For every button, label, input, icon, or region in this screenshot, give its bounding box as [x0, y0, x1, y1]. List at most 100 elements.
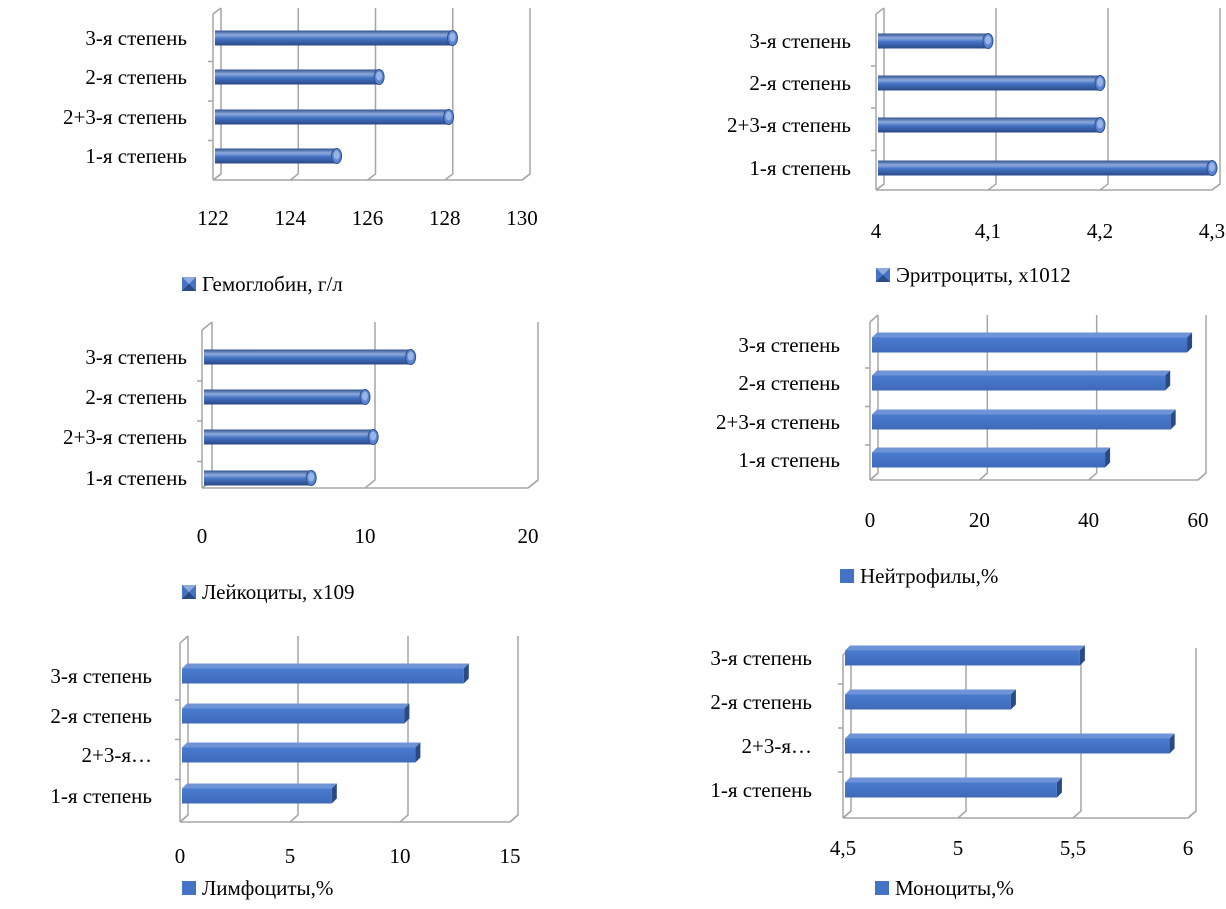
category-label: 1-я степень: [85, 466, 187, 490]
x-tick-label: 4,2: [1087, 219, 1113, 243]
bar: [872, 332, 1193, 353]
legend-label: Нейтрофилы,%: [860, 564, 998, 588]
x-tick-label: 6: [1183, 836, 1194, 860]
x-tick-label: 40: [1078, 508, 1099, 532]
x-tick-label: 20: [518, 524, 539, 548]
category-label: 2-я степень: [738, 371, 840, 395]
category-label: 3-я степень: [749, 29, 851, 53]
x-tick-label: 126: [352, 206, 384, 230]
gridline: [444, 8, 454, 181]
gridline: [875, 8, 885, 191]
gridline: [1197, 315, 1207, 481]
x-tick-label: 128: [429, 206, 461, 230]
bar: [872, 447, 1111, 468]
x-tick-label: 15: [500, 844, 521, 868]
legend-label: Моноциты,%: [895, 876, 1014, 900]
category-label: 3-я степень: [85, 345, 187, 369]
legend: Лейкоциты, х109: [182, 580, 355, 604]
legend-label: Эритроциты, х1012: [896, 263, 1071, 287]
category-label: 1-я степень: [738, 448, 840, 472]
legend-swatch: [875, 881, 889, 895]
category-label: 1-я степень: [710, 778, 812, 802]
category-label: 2+3-я степень: [727, 113, 851, 137]
bar: [845, 777, 1062, 798]
bar: [878, 75, 1106, 91]
category-label: 2-я степень: [50, 704, 152, 728]
gridline: [1088, 315, 1098, 481]
x-tick-label: 130: [506, 206, 538, 230]
gridline: [289, 636, 299, 823]
x-tick-label: 5,5: [1060, 836, 1086, 860]
chart-5: 0 5 10 15 3-я степень 2-я степень 2+3-я… 1-я ст…: [50, 635, 521, 900]
legend-label: Лейкоциты, х109: [202, 580, 355, 604]
x-tick-label: 60: [1188, 508, 1209, 532]
gridline: [179, 636, 189, 823]
chart-1: 122 124 126 128 130 3-я степень 2-я степень 2+3…: [63, 7, 538, 296]
bar: [215, 148, 343, 164]
bar: [872, 409, 1176, 430]
x-tick-label: 20: [969, 508, 990, 532]
x-tick-label: 0: [865, 508, 876, 532]
legend: Эритроциты, х1012: [876, 263, 1071, 287]
x-tick-label: 124: [275, 206, 307, 230]
bar: [845, 645, 1085, 666]
bar: [878, 33, 994, 49]
x-tick-label: 5: [285, 844, 296, 868]
legend-swatch: [840, 569, 854, 583]
chart-3: 0 10 20 3-я степень 2-я степень 2+3-я степень…: [63, 321, 539, 604]
gridline: [289, 8, 299, 181]
bar: [182, 703, 410, 724]
category-label: 2+3-я степень: [63, 425, 187, 449]
category-label: 1-я степень: [85, 144, 187, 168]
x-tick-label: 4,1: [975, 219, 1001, 243]
category-label: 1-я степень: [50, 784, 152, 808]
bar: [204, 349, 417, 365]
bar: [215, 109, 455, 125]
legend: Лимфоциты,%: [182, 876, 333, 900]
gridline: [987, 8, 997, 191]
gridline: [1211, 8, 1221, 191]
bar: [182, 783, 337, 804]
bar: [845, 689, 1016, 710]
legend-label: Лимфоциты,%: [202, 876, 333, 900]
gridline: [201, 322, 213, 489]
bar: [878, 117, 1106, 133]
chart-4: 0 20 40 60 3-я степень 2-я степень 2+3-я степе…: [716, 314, 1209, 588]
gridline: [1187, 648, 1197, 819]
x-tick-label: 122: [197, 206, 229, 230]
bar: [872, 370, 1171, 391]
legend: Моноциты,%: [875, 876, 1014, 900]
gridline: [367, 8, 377, 181]
gridline: [1099, 8, 1109, 191]
bar: [182, 663, 469, 684]
legend: Нейтрофилы,%: [840, 564, 998, 588]
category-label: 2-я степень: [749, 71, 851, 95]
category-label: 3-я степень: [710, 646, 812, 670]
gridline: [978, 315, 989, 481]
category-label: 2-я степень: [85, 65, 187, 89]
bar: [878, 160, 1218, 176]
category-label: 2+3-я степень: [716, 410, 840, 434]
bar: [204, 470, 317, 486]
category-label: 2+3-я…: [82, 743, 153, 767]
gridline: [509, 636, 519, 823]
gridline: [1072, 648, 1082, 819]
x-tick-label: 10: [355, 524, 376, 548]
chart-6: 4,5 5 5,5 6 3-я степень 2-я степень 2+3-я… 1-я …: [710, 645, 1197, 900]
legend: Гемоглобин, г/л: [182, 272, 343, 296]
gridline: [212, 8, 222, 181]
category-label: 3-я степень: [85, 26, 187, 50]
legend-swatch: [182, 881, 196, 895]
x-tick-label: 10: [390, 844, 411, 868]
category-label: 2+3-я степень: [63, 105, 187, 129]
chart-2: 4 4,1 4,2 4,3 3-я степень 2-я степень 2+3-я ст…: [727, 7, 1225, 287]
gridline: [399, 636, 409, 823]
bar: [215, 30, 458, 46]
legend-label: Гемоглобин, г/л: [202, 272, 343, 296]
x-tick-label: 4,5: [830, 836, 856, 860]
category-label: 3-я степень: [738, 333, 840, 357]
x-tick-label: 0: [175, 844, 186, 868]
gridline: [364, 322, 376, 489]
gridline: [527, 322, 539, 489]
